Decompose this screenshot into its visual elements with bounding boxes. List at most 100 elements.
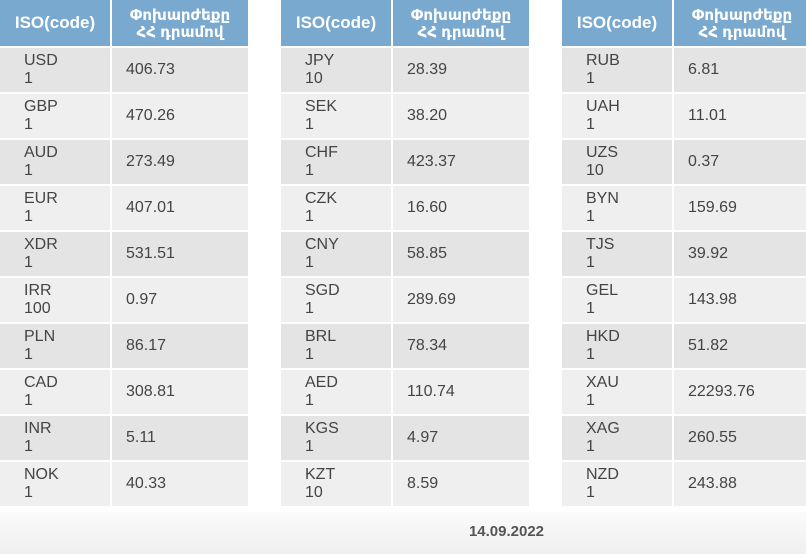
exchange-rate-table-3: ISO(code) Փոխարժեքը ՀՀ դրամով RUB 1 6.81 UA… bbox=[562, 0, 806, 506]
currency-code: TJS bbox=[586, 236, 615, 253]
currency-amount: 1 bbox=[586, 438, 595, 455]
currency-cell: NOK 1 bbox=[0, 460, 112, 506]
exchange-rate-table-1: ISO(code) Փոխարժեքը ՀՀ դրամով USD 1 406.73… bbox=[0, 0, 248, 506]
currency-amount: 1 bbox=[586, 392, 595, 409]
rate-amd-header: Փոխարժեքը ՀՀ դրամով bbox=[112, 0, 248, 46]
currency-code: UZS bbox=[586, 144, 618, 161]
currency-cell: EUR 1 bbox=[0, 184, 112, 230]
rate-value: 86.17 bbox=[112, 322, 248, 368]
table-row: AUD 1 273.49 bbox=[0, 138, 248, 184]
currency-cell: XAU 1 bbox=[562, 368, 674, 414]
rate-value: 308.81 bbox=[112, 368, 248, 414]
currency-cell: CZK 1 bbox=[281, 184, 393, 230]
currency-amount: 1 bbox=[305, 346, 314, 363]
iso-code-header: ISO(code) bbox=[562, 0, 674, 46]
table-row: HKD 1 51.82 bbox=[562, 322, 806, 368]
rates-date: 14.09.2022 bbox=[468, 523, 545, 540]
rate-value: 159.69 bbox=[674, 184, 806, 230]
currency-amount: 1 bbox=[24, 392, 33, 409]
currency-cell: KGS 1 bbox=[281, 414, 393, 460]
currency-code: CZK bbox=[305, 190, 337, 207]
currency-amount: 1 bbox=[24, 116, 33, 133]
rate-value: 22293.76 bbox=[674, 368, 806, 414]
table-row: UAH 1 11.01 bbox=[562, 92, 806, 138]
rate-value: 5.11 bbox=[112, 414, 248, 460]
currency-amount: 1 bbox=[305, 162, 314, 179]
currency-code: XAG bbox=[586, 420, 620, 437]
currency-cell: RUB 1 bbox=[562, 46, 674, 92]
table-row: GEL 1 143.98 bbox=[562, 276, 806, 322]
table-header-row: ISO(code) Փոխարժեքը ՀՀ դրամով bbox=[0, 0, 248, 46]
currency-code: KGS bbox=[305, 420, 339, 437]
table-row: IRR 100 0.97 bbox=[0, 276, 248, 322]
table-row: SEK 1 38.20 bbox=[281, 92, 529, 138]
rate-value: 470.26 bbox=[112, 92, 248, 138]
table-row: CHF 1 423.37 bbox=[281, 138, 529, 184]
currency-cell: INR 1 bbox=[0, 414, 112, 460]
currency-cell: JPY 10 bbox=[281, 46, 393, 92]
rate-value: 143.98 bbox=[674, 276, 806, 322]
rate-value: 11.01 bbox=[674, 92, 806, 138]
rate-amd-header: Փոխարժեքը ՀՀ դրամով bbox=[393, 0, 529, 46]
currency-code: SGD bbox=[305, 282, 340, 299]
rate-value: 28.39 bbox=[393, 46, 529, 92]
rate-value: 4.97 bbox=[393, 414, 529, 460]
currency-amount: 1 bbox=[586, 346, 595, 363]
table-row: SGD 1 289.69 bbox=[281, 276, 529, 322]
table-header-row: ISO(code) Փոխարժեքը ՀՀ դրամով bbox=[562, 0, 806, 46]
table-row: INR 1 5.11 bbox=[0, 414, 248, 460]
rate-value: 38.20 bbox=[393, 92, 529, 138]
table-row: NZD 1 243.88 bbox=[562, 460, 806, 506]
table-row: TJS 1 39.92 bbox=[562, 230, 806, 276]
currency-code: GBP bbox=[24, 98, 58, 115]
rate-value: 58.85 bbox=[393, 230, 529, 276]
rate-header-line2: ՀՀ դրամով bbox=[136, 23, 224, 41]
currency-cell: KZT 10 bbox=[281, 460, 393, 506]
currency-code: RUB bbox=[586, 52, 620, 69]
currency-amount: 1 bbox=[305, 438, 314, 455]
currency-amount: 1 bbox=[24, 438, 33, 455]
footer-bar: 14.09.2022 bbox=[0, 512, 806, 554]
rate-value: 406.73 bbox=[112, 46, 248, 92]
currency-cell: CAD 1 bbox=[0, 368, 112, 414]
currency-code: IRR bbox=[24, 282, 52, 299]
currency-code: BRL bbox=[305, 328, 337, 345]
table-row: BRL 1 78.34 bbox=[281, 322, 529, 368]
table-row: XAG 1 260.55 bbox=[562, 414, 806, 460]
currency-amount: 10 bbox=[305, 70, 323, 87]
rate-header-line1: Փոխարժեքը bbox=[410, 6, 512, 24]
currency-code: USD bbox=[24, 52, 58, 69]
rate-value: 39.92 bbox=[674, 230, 806, 276]
rate-value: 243.88 bbox=[674, 460, 806, 506]
currency-amount: 1 bbox=[586, 254, 595, 271]
currency-cell: AUD 1 bbox=[0, 138, 112, 184]
currency-amount: 1 bbox=[586, 208, 595, 225]
iso-code-header: ISO(code) bbox=[0, 0, 112, 46]
table-row: XDR 1 531.51 bbox=[0, 230, 248, 276]
table-row: CAD 1 308.81 bbox=[0, 368, 248, 414]
currency-code: SEK bbox=[305, 98, 338, 115]
rate-amd-header: Փոխարժեքը ՀՀ դրամով bbox=[674, 0, 806, 46]
currency-cell: UZS 10 bbox=[562, 138, 674, 184]
currency-amount: 1 bbox=[586, 70, 595, 87]
currency-cell: CNY 1 bbox=[281, 230, 393, 276]
currency-cell: USD 1 bbox=[0, 46, 112, 92]
currency-code: PLN bbox=[24, 328, 56, 345]
table-row: PLN 1 86.17 bbox=[0, 322, 248, 368]
rate-value: 40.33 bbox=[112, 460, 248, 506]
currency-amount: 1 bbox=[24, 346, 33, 363]
rate-value: 6.81 bbox=[674, 46, 806, 92]
currency-code: AUD bbox=[24, 144, 58, 161]
currency-cell: CHF 1 bbox=[281, 138, 393, 184]
table-row: CZK 1 16.60 bbox=[281, 184, 529, 230]
rate-value: 51.82 bbox=[674, 322, 806, 368]
table-row: CNY 1 58.85 bbox=[281, 230, 529, 276]
currency-amount: 1 bbox=[586, 116, 595, 133]
rate-header-line2: ՀՀ դրամով bbox=[698, 23, 786, 41]
rate-value: 110.74 bbox=[393, 368, 529, 414]
currency-code: AED bbox=[305, 374, 338, 391]
table-row: KZT 10 8.59 bbox=[281, 460, 529, 506]
currency-code: XAU bbox=[586, 374, 619, 391]
table-row: JPY 10 28.39 bbox=[281, 46, 529, 92]
rate-value: 260.55 bbox=[674, 414, 806, 460]
